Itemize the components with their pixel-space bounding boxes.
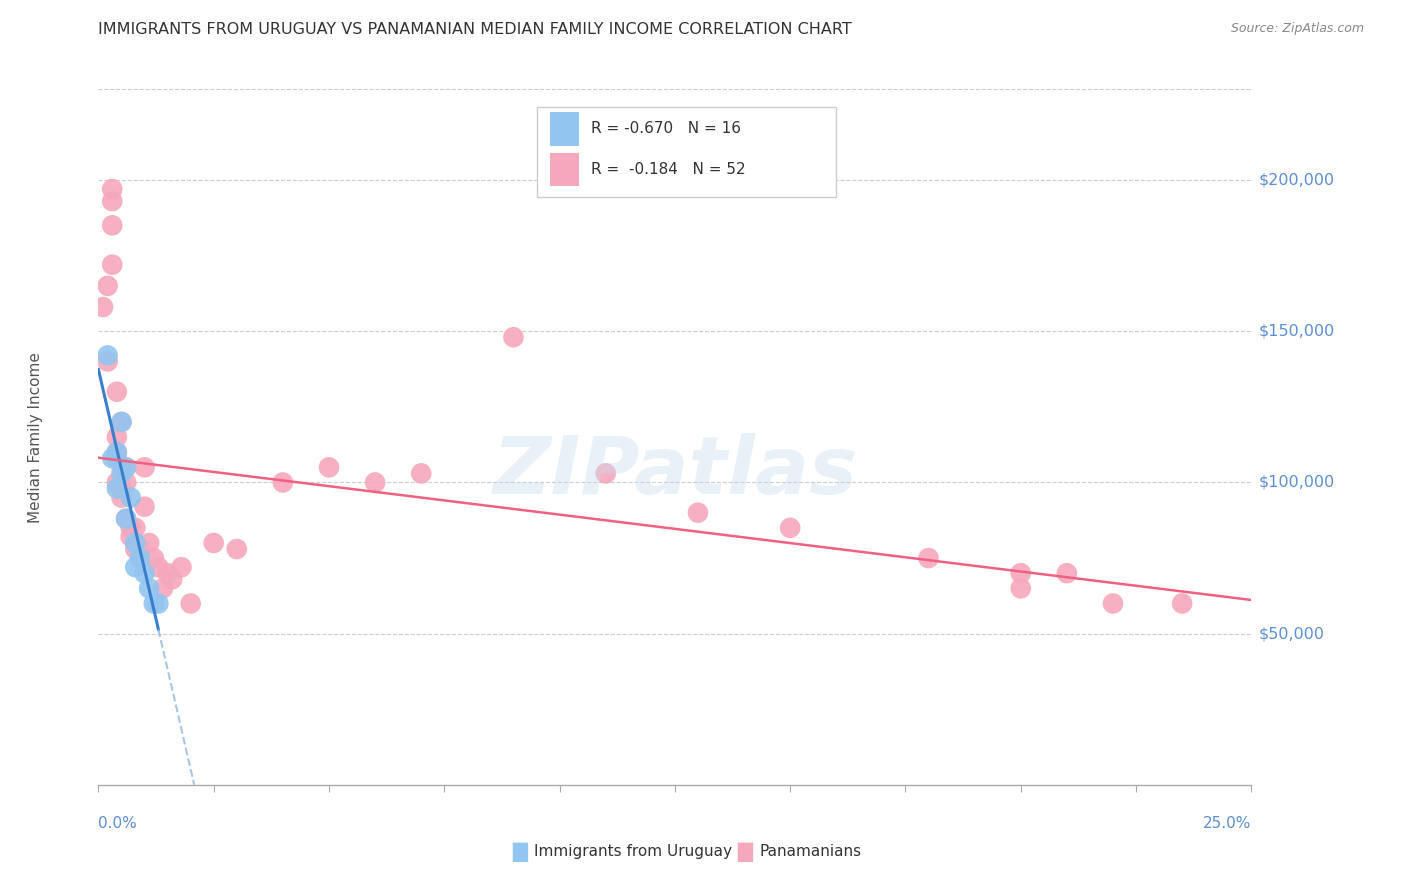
Point <box>271 475 294 490</box>
Point <box>129 551 152 566</box>
Point <box>105 475 128 490</box>
Text: Median Family Income: Median Family Income <box>28 351 42 523</box>
Point <box>134 566 156 581</box>
Point <box>138 582 160 596</box>
Point <box>142 551 165 566</box>
Point <box>124 536 146 550</box>
Point <box>120 491 142 505</box>
Text: $200,000: $200,000 <box>1258 172 1334 187</box>
Point <box>105 430 128 444</box>
Point <box>1102 597 1125 611</box>
Text: R = -0.670   N = 16: R = -0.670 N = 16 <box>591 121 741 136</box>
Point <box>115 475 138 490</box>
Point <box>411 467 433 481</box>
Point <box>170 560 193 574</box>
Text: █: █ <box>512 842 527 862</box>
Point <box>110 482 132 496</box>
Point <box>120 530 142 544</box>
Point <box>105 445 128 459</box>
Point <box>110 415 132 429</box>
Text: 0.0%: 0.0% <box>98 816 138 831</box>
Bar <box>550 112 579 145</box>
Point <box>129 541 152 556</box>
Point <box>101 219 124 233</box>
Point <box>115 512 138 526</box>
Point <box>180 597 202 611</box>
Point <box>160 572 183 586</box>
Point <box>115 512 138 526</box>
Text: 25.0%: 25.0% <box>1204 816 1251 831</box>
Point <box>115 460 138 475</box>
Point <box>1171 597 1194 611</box>
Point <box>779 521 801 535</box>
Point <box>124 536 146 550</box>
Point <box>110 415 132 429</box>
Point <box>101 451 124 466</box>
Point <box>97 348 120 362</box>
Text: R =  -0.184   N = 52: R = -0.184 N = 52 <box>591 161 745 177</box>
Text: Panamanians: Panamanians <box>759 845 862 859</box>
Point <box>110 491 132 505</box>
Point <box>225 541 247 556</box>
Point <box>502 330 524 344</box>
Point <box>105 451 128 466</box>
Text: IMMIGRANTS FROM URUGUAY VS PANAMANIAN MEDIAN FAMILY INCOME CORRELATION CHART: IMMIGRANTS FROM URUGUAY VS PANAMANIAN ME… <box>98 22 852 37</box>
Text: $100,000: $100,000 <box>1258 475 1334 490</box>
Point <box>1010 566 1032 581</box>
Point <box>1010 582 1032 596</box>
Point <box>91 300 114 314</box>
Point <box>97 278 120 293</box>
FancyBboxPatch shape <box>537 106 837 197</box>
Point <box>101 194 124 208</box>
Point <box>120 521 142 535</box>
Point <box>148 597 170 611</box>
Point <box>129 551 152 566</box>
Point <box>138 536 160 550</box>
Text: ZIPatlas: ZIPatlas <box>492 433 858 511</box>
Point <box>110 467 132 481</box>
Point <box>101 258 124 272</box>
Point <box>105 445 128 459</box>
Point <box>97 354 120 368</box>
Point <box>917 551 939 566</box>
Text: Source: ZipAtlas.com: Source: ZipAtlas.com <box>1230 22 1364 36</box>
Point <box>156 566 179 581</box>
Point <box>105 482 128 496</box>
Point <box>134 500 156 514</box>
Point <box>202 536 225 550</box>
Point <box>364 475 387 490</box>
Point <box>124 560 146 574</box>
Point <box>124 521 146 535</box>
Bar <box>550 153 579 186</box>
Point <box>105 384 128 399</box>
Point <box>142 597 165 611</box>
Point <box>595 467 617 481</box>
Point <box>115 460 138 475</box>
Text: █: █ <box>737 842 752 862</box>
Point <box>101 182 124 196</box>
Point <box>1056 566 1078 581</box>
Text: Immigrants from Uruguay: Immigrants from Uruguay <box>534 845 733 859</box>
Point <box>318 460 340 475</box>
Text: $150,000: $150,000 <box>1258 324 1334 339</box>
Point <box>152 582 174 596</box>
Point <box>134 460 156 475</box>
Text: $50,000: $50,000 <box>1258 626 1324 641</box>
Point <box>124 541 146 556</box>
Point <box>148 560 170 574</box>
Point <box>110 460 132 475</box>
Point <box>686 506 709 520</box>
